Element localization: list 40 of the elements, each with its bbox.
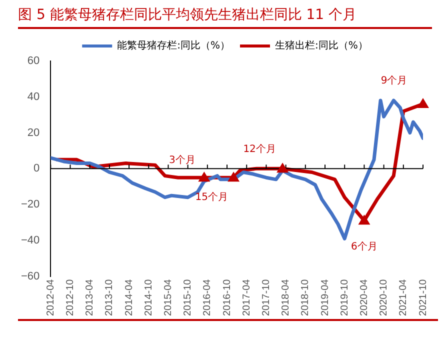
x-tick-label: 2014-10 (143, 278, 154, 316)
point (198, 172, 210, 182)
x-tick-label: 2013-10 (104, 278, 116, 316)
x-tick-label: 2018-04 (280, 278, 292, 316)
annotation: 12个月 (243, 143, 276, 156)
y-tick-label: 60 (27, 55, 40, 68)
x-tick-label: 2015-10 (182, 278, 194, 316)
x-tick-label: 2019-04 (320, 278, 331, 316)
annotation: 15个月 (195, 191, 228, 204)
x-tick-label: 2017-10 (260, 278, 272, 316)
x-tick-label: 2012-04 (45, 278, 56, 316)
y-tick-label: 40 (27, 90, 40, 103)
x-tick-label: 2021-04 (398, 278, 410, 316)
x-tick-label: 2016-04 (202, 278, 214, 316)
annotation: 3个月 (168, 154, 196, 166)
x-tick-label: 2014-04 (124, 278, 135, 316)
point (358, 214, 370, 225)
x-tick-label: 2019-10 (339, 278, 350, 316)
x-tick-label: 2016-10 (222, 278, 233, 316)
y-tick-label: −60 (20, 270, 40, 282)
x-tick-label: 2021-10 (418, 278, 429, 316)
point (417, 98, 429, 108)
x-tick-label: 2020-10 (378, 278, 390, 316)
x-tick-label: 2015-04 (162, 278, 174, 316)
x-tick-label: 2012-10 (65, 278, 76, 316)
x-tick-label: 2020-04 (358, 278, 370, 316)
chart-title: 图 5 能繁母猪存栏同比平均领先生猪出栏同比 11 个月 (18, 0, 432, 29)
y-tick-label: −20 (20, 198, 40, 211)
x-tick-label: 2018-10 (300, 278, 312, 316)
x-tick-label: 2013-04 (84, 278, 96, 316)
annotation: 6个月 (351, 240, 378, 252)
point (276, 162, 289, 173)
x-tick-label: 2017-04 (241, 278, 252, 316)
y-tick-label: −40 (20, 234, 40, 246)
y-tick-label: 0 (34, 162, 40, 175)
annotation: 9个月 (380, 74, 408, 87)
legend-label: 能繁母猪存栏:同比（%） (117, 40, 230, 52)
y-tick-label: 20 (27, 126, 40, 139)
legend-label: 生猪出栏:同比（%） (275, 40, 368, 52)
point (228, 172, 240, 182)
